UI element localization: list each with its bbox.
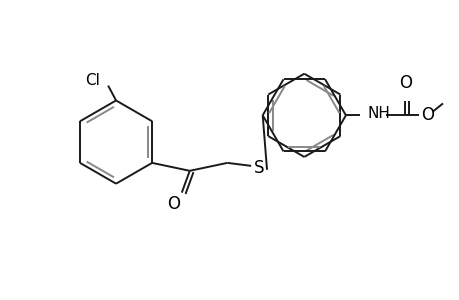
Text: Cl: Cl (85, 73, 100, 88)
Text: O: O (420, 106, 433, 124)
Text: NH: NH (367, 106, 390, 121)
Text: S: S (253, 159, 264, 177)
Text: O: O (398, 74, 411, 92)
Text: O: O (167, 196, 180, 214)
